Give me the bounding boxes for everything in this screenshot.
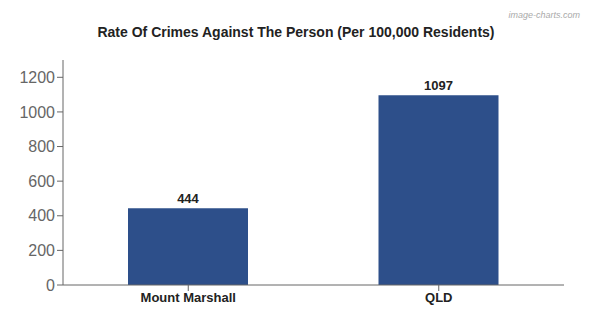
- svg-text:800: 800: [28, 138, 55, 155]
- svg-text:1097: 1097: [424, 78, 453, 93]
- svg-text:200: 200: [28, 242, 55, 259]
- svg-text:600: 600: [28, 173, 55, 190]
- svg-text:1200: 1200: [19, 69, 55, 86]
- html-text:Rate Of Crimes Against The Per: Rate Of Crimes Against The Person (Per 1…: [97, 24, 495, 40]
- svg-text:Mount Marshall: Mount Marshall: [141, 290, 236, 305]
- svg-text:400: 400: [28, 207, 55, 224]
- svg-text:QLD: QLD: [425, 290, 452, 305]
- html-text:image-charts.com: image-charts.com: [508, 10, 580, 20]
- svg-text:444: 444: [177, 191, 199, 206]
- svg-text:1000: 1000: [19, 104, 55, 121]
- svg-text:0: 0: [46, 277, 55, 294]
